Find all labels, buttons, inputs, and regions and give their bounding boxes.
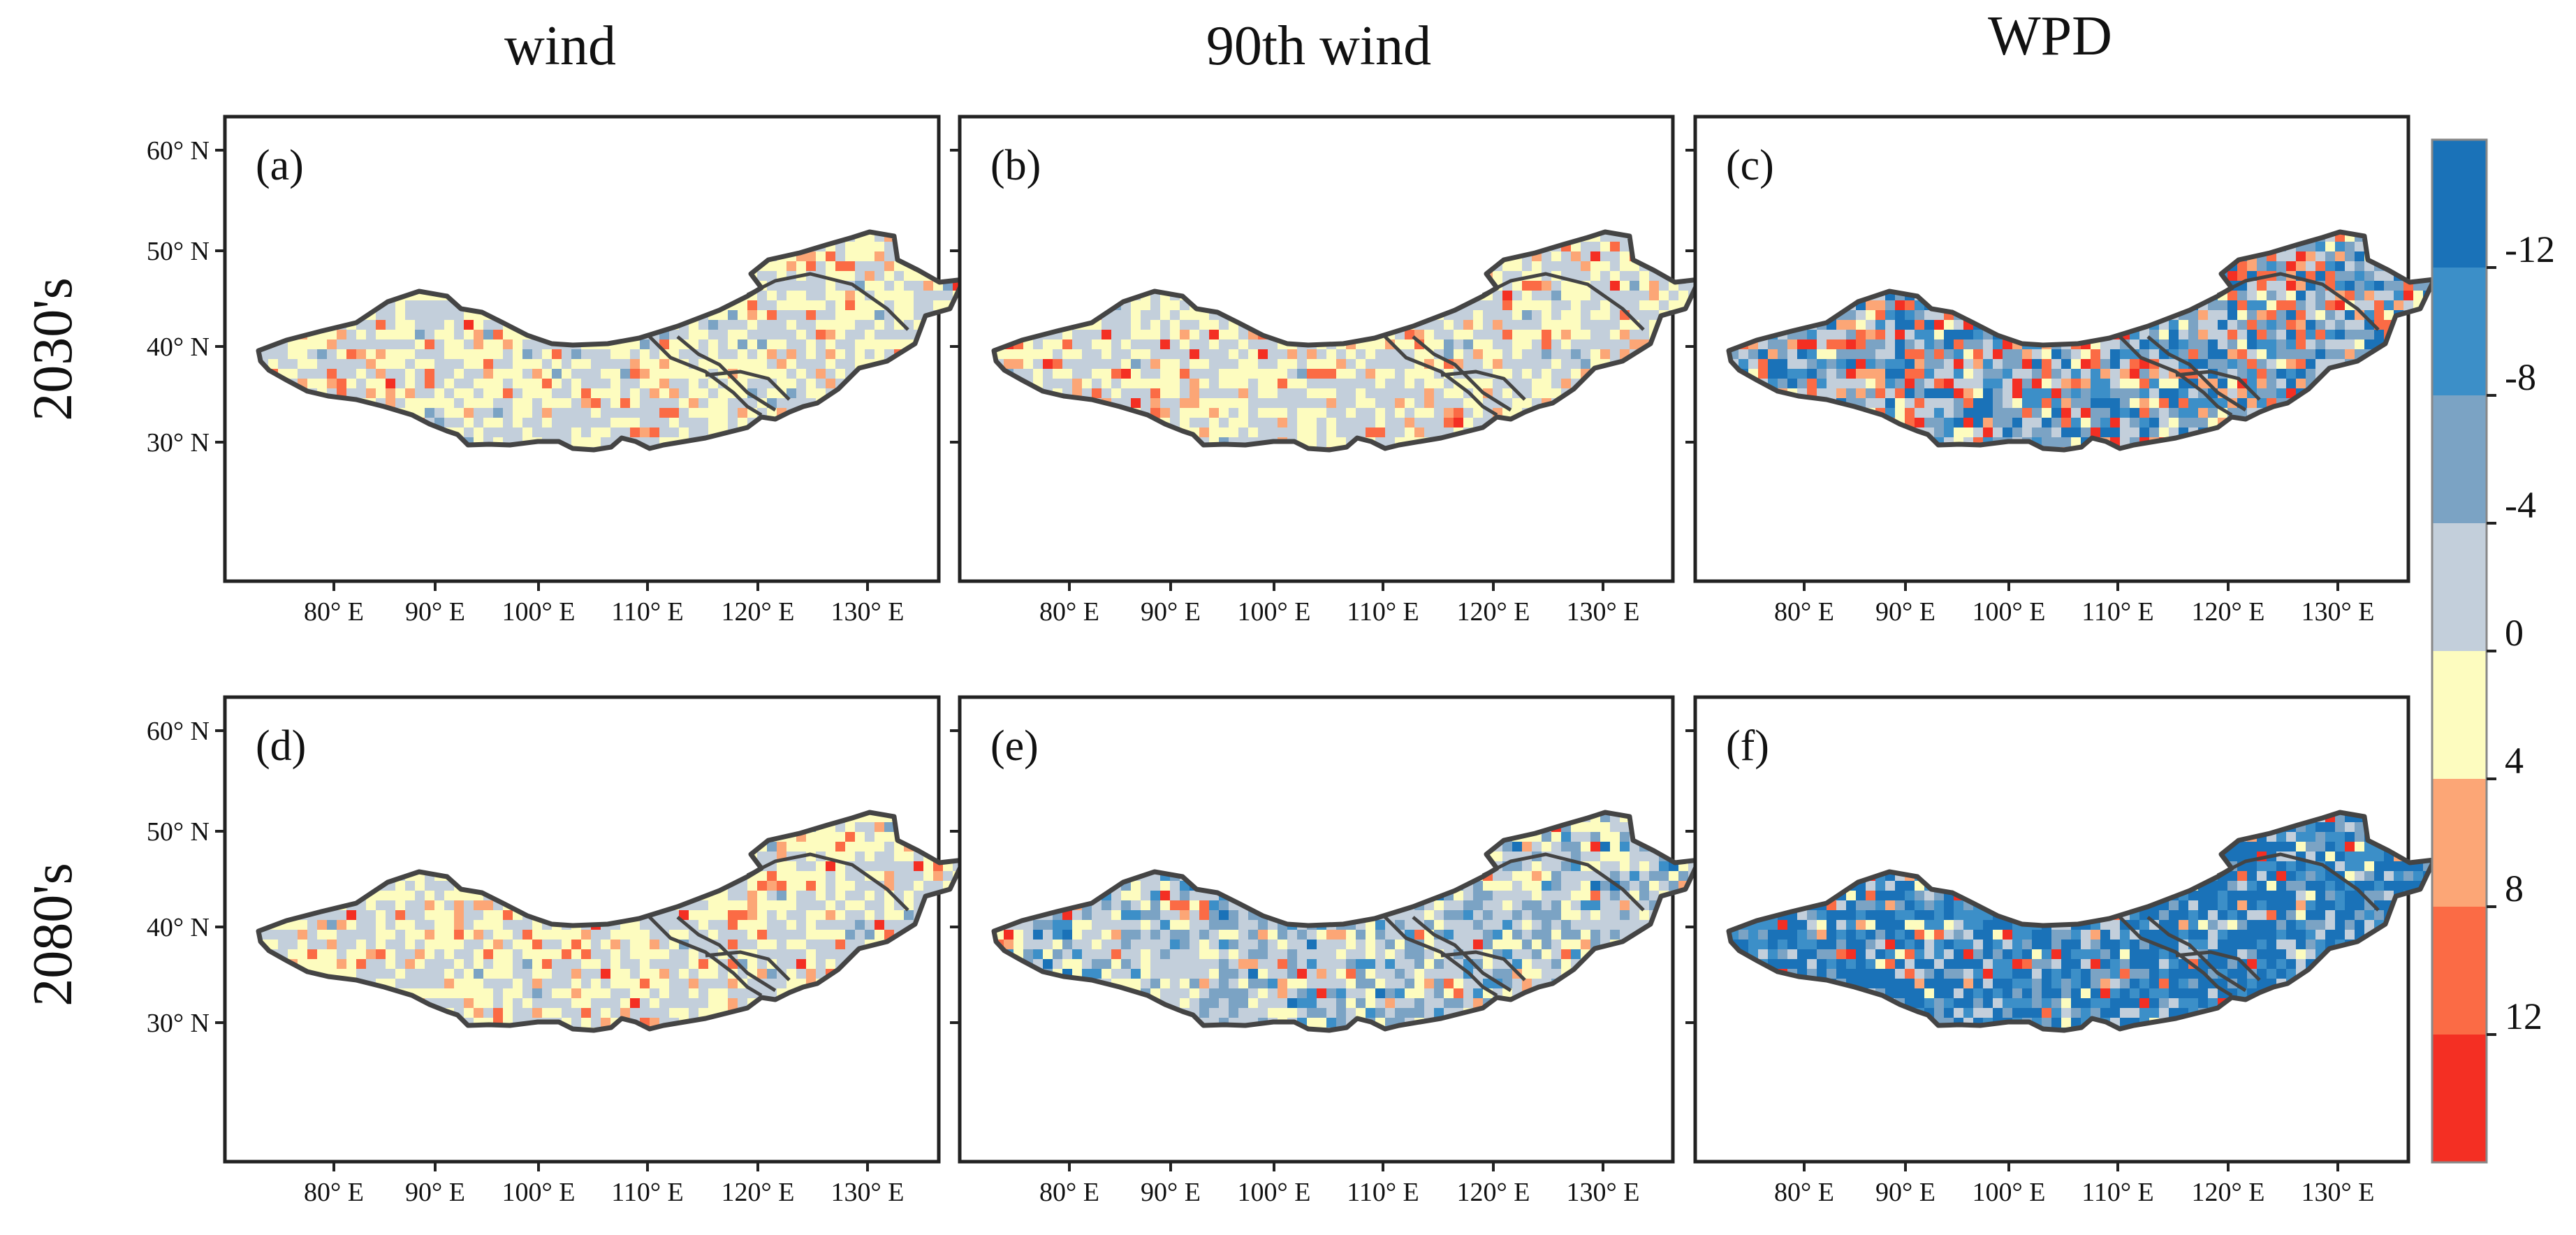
lon-tick-label: 110° E xyxy=(611,1178,684,1207)
colorbar-label: -12 xyxy=(2505,228,2555,270)
lon-tick-label: 80° E xyxy=(1774,1178,1834,1207)
lon-tick-label: 130° E xyxy=(1567,1178,1640,1207)
lon-tick-label: 120° E xyxy=(1457,597,1530,627)
column-title-90th-wind: 90th wind xyxy=(1206,15,1431,77)
lon-tick-label: 80° E xyxy=(304,1178,364,1207)
colorbar-label: 0 xyxy=(2505,612,2524,654)
colorbar-swatch xyxy=(2432,907,2487,1035)
lon-tick-label: 110° E xyxy=(611,597,684,627)
map-panel-e: 80° E 90° E 100° E 110° E 120° E 130° E (e) xyxy=(950,697,1708,1207)
lon-tick-label: 80° E xyxy=(304,597,364,627)
lon-tick-label: 90° E xyxy=(1141,597,1201,627)
lon-tick-label: 100° E xyxy=(1973,1178,2046,1207)
lon-tick-label: 80° E xyxy=(1039,1178,1099,1207)
lat-tick-label: 50° N xyxy=(147,237,210,266)
map-panel-a: 60° N 50° N 40° N 30° N 80° E 90° E 100° E 110°… xyxy=(147,117,973,627)
lon-tick-label: 120° E xyxy=(1457,1178,1530,1207)
colorbar-label: -8 xyxy=(2505,356,2536,398)
lon-tick-label: 90° E xyxy=(1875,597,1935,627)
panel-label: (c) xyxy=(1726,142,1774,189)
lon-tick-label: 130° E xyxy=(831,597,905,627)
column-title-wind: wind xyxy=(504,15,616,77)
panel-label: (f) xyxy=(1726,722,1769,770)
lon-tick-label: 130° E xyxy=(2301,597,2375,627)
colorbar-swatch xyxy=(2432,268,2487,396)
lon-tick-label: 100° E xyxy=(1238,1178,1311,1207)
panel-label: (e) xyxy=(990,722,1039,770)
lon-tick-label: 100° E xyxy=(502,597,576,627)
lon-tick-label: 110° E xyxy=(1347,1178,1419,1207)
lat-tick-label: 40° N xyxy=(147,332,210,362)
lon-tick-label: 80° E xyxy=(1039,597,1099,627)
lon-tick-label: 100° E xyxy=(1973,597,2046,627)
colorbar-swatch xyxy=(2432,523,2487,652)
column-title-wpd: WPD xyxy=(1988,6,2112,67)
colorbar: -12 -8 -4 0 4 8 12 xyxy=(2432,140,2555,1163)
panel-label: (a) xyxy=(256,142,304,189)
colorbar-swatch xyxy=(2432,779,2487,907)
lat-tick-label: 30° N xyxy=(147,428,210,458)
lon-tick-label: 120° E xyxy=(722,597,795,627)
colorbar-swatch xyxy=(2432,395,2487,524)
lon-tick-label: 100° E xyxy=(502,1178,576,1207)
lat-tick-label: 60° N xyxy=(147,136,210,166)
lon-tick-label: 100° E xyxy=(1238,597,1311,627)
colorbar-label: -4 xyxy=(2505,484,2536,526)
colorbar-swatch xyxy=(2432,651,2487,780)
lat-tick-label: 30° N xyxy=(147,1009,210,1038)
lon-tick-label: 130° E xyxy=(831,1178,905,1207)
panel-label: (d) xyxy=(256,722,306,770)
lon-tick-label: 120° E xyxy=(722,1178,795,1207)
lat-tick-label: 40° N xyxy=(147,913,210,942)
lon-tick-label: 90° E xyxy=(405,1178,465,1207)
row-title-2030s: 2030's xyxy=(22,277,84,421)
map-panel-b: 80° E 90° E 100° E 110° E 120° E 130° E (b) xyxy=(950,117,1708,627)
lon-tick-label: 90° E xyxy=(1875,1178,1935,1207)
lon-tick-label: 110° E xyxy=(2081,597,2154,627)
colorbar-label: 12 xyxy=(2505,995,2542,1037)
lon-tick-label: 90° E xyxy=(1141,1178,1201,1207)
lon-tick-label: 130° E xyxy=(1567,597,1640,627)
row-title-2080s: 2080's xyxy=(22,863,84,1007)
lon-tick-label: 120° E xyxy=(2192,597,2265,627)
colorbar-label: 8 xyxy=(2505,868,2524,909)
map-panels: 60° N 50° N 40° N 30° N 80° E 90° E 100° E 110°… xyxy=(147,117,2443,1207)
lon-tick-label: 110° E xyxy=(2081,1178,2154,1207)
colorbar-swatch xyxy=(2432,1035,2487,1163)
lon-tick-label: 110° E xyxy=(1347,597,1419,627)
map-panel-c: 80° E 90° E 100° E 110° E 120° E 130° E (c) xyxy=(1685,117,2443,627)
panel-label: (b) xyxy=(990,142,1041,189)
lon-tick-label: 130° E xyxy=(2301,1178,2375,1207)
map-panel-f: 80° E 90° E 100° E 110° E 120° E 130° E (f) xyxy=(1685,697,2443,1207)
lat-tick-label: 50° N xyxy=(147,817,210,847)
lat-tick-label: 60° N xyxy=(147,717,210,746)
lon-tick-label: 90° E xyxy=(405,597,465,627)
map-panel-d: 60° N 50° N 40° N 30° N 80° E 90° E 100° E 110°… xyxy=(147,697,973,1207)
lon-tick-label: 80° E xyxy=(1774,597,1834,627)
colorbar-label: 4 xyxy=(2505,740,2524,782)
lon-tick-label: 120° E xyxy=(2192,1178,2265,1207)
colorbar-swatch xyxy=(2432,140,2487,268)
